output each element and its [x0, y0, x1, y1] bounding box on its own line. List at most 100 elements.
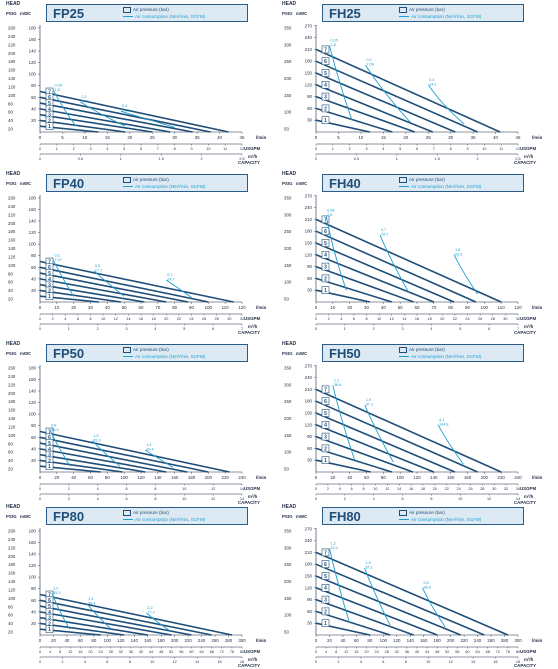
pressure-label-5: 5	[324, 241, 327, 247]
psig-tick-label: 60	[8, 613, 13, 618]
usgpm-tick-label: 18	[421, 487, 425, 491]
lmin-tick-label: 260	[211, 638, 219, 643]
m3h-unit-label: m³/h	[524, 657, 534, 662]
chart-svg: PSIG mWC260240220200180160140120100806040…	[6, 11, 267, 164]
usgpm-tick-label: 6	[77, 317, 79, 321]
pressure-label-7: 7	[48, 259, 51, 265]
mwc-tick-label: 60	[31, 598, 36, 603]
mwc-tick-label: 60	[307, 276, 312, 281]
usgpm-tick-label: 2	[349, 147, 351, 151]
lmin-tick-label: 0	[39, 135, 42, 140]
usgpm-tick-label: 16	[78, 650, 82, 654]
usgpm-tick-label: 52	[169, 650, 173, 654]
lmin-tick-label: 110	[498, 305, 506, 310]
usgpm-tick-label: 22	[177, 317, 181, 321]
pressure-box-6	[321, 397, 330, 405]
mwc-tick-label: 20	[31, 118, 36, 123]
lmin-tick-label: 100	[380, 638, 388, 643]
consumption-label-scfm: 7,06	[366, 63, 373, 67]
lmin-tick-label: 35	[195, 135, 200, 140]
usgpm-tick-label: 4	[64, 317, 66, 321]
lmin-tick-label: 50	[398, 305, 403, 310]
usgpm-tick-label: 2	[68, 487, 70, 491]
lmin-unit-label: l/min	[532, 305, 543, 310]
lmin-tick-label: 40	[347, 475, 352, 480]
lmin-tick-label: 220	[460, 638, 468, 643]
usgpm-tick-label: 4	[325, 650, 327, 654]
pressure-line-2	[315, 107, 393, 133]
lmin-unit-label: l/min	[256, 475, 267, 480]
consumption-label-nm3: 1,1	[334, 378, 339, 382]
mwc-tick-label: 120	[305, 252, 313, 257]
pressure-box-2	[321, 444, 330, 453]
psig-tick-label: 140	[8, 579, 16, 584]
lmin-tick-label: 180	[464, 475, 472, 480]
usgpm-tick-label: 12	[344, 650, 348, 654]
chart-header: FP80 Air pressure (bar) Air consumption (N…	[46, 507, 248, 525]
psig-axis-label: PSIG	[6, 181, 17, 186]
mwc-tick-label: 90	[307, 597, 312, 602]
pressure-label-1: 1	[48, 124, 51, 130]
legend-consumption-line	[399, 356, 409, 358]
pressure-box-3	[321, 595, 330, 604]
pressure-line-6	[39, 599, 212, 636]
pressure-label-6: 6	[324, 562, 327, 568]
chart-model-title: FP50	[53, 346, 85, 361]
consumption-label-nm3: 0,8	[51, 423, 56, 427]
lmin-tick-label: 220	[184, 638, 192, 643]
chart-header: FP40 Air pressure (bar) Air consumption (N…	[46, 174, 248, 192]
pressure-label-2: 2	[324, 609, 327, 615]
legend-consumption-line	[123, 519, 133, 521]
mwc-tick-label: 160	[29, 377, 37, 382]
mwc-tick-label: 100	[29, 575, 37, 580]
mwc-tick-label: 180	[305, 562, 313, 567]
usgpm-unit-label: USGPM	[244, 486, 260, 491]
lmin-tick-label: 110	[222, 305, 230, 310]
legend-consumption-text: Air consumption (Nm³/min, SCFM)	[135, 517, 206, 522]
psig-tick-label: 300	[284, 42, 292, 47]
usgpm-tick-label: 60	[189, 650, 193, 654]
m3h-tick-label: 16	[493, 660, 497, 664]
lmin-tick-label: 10	[54, 305, 59, 310]
m3h-tick-label: 6	[488, 327, 490, 331]
lmin-tick-label: 5	[61, 135, 64, 140]
pressure-label-3: 3	[48, 283, 51, 289]
lmin-tick-label: 280	[501, 638, 509, 643]
mwc-tick-label: 90	[307, 264, 312, 269]
psig-tick-label: 100	[284, 110, 292, 115]
pressure-label-1: 1	[324, 118, 327, 124]
pressure-label-2: 2	[48, 118, 51, 124]
lmin-tick-label: 25	[426, 135, 431, 140]
pressure-label-5: 5	[48, 271, 51, 277]
usgpm-unit-label: USGPM	[520, 316, 536, 321]
usgpm-tick-label: 8	[335, 650, 337, 654]
mwc-tick-label: 60	[31, 435, 36, 440]
chart-model-title: FP80	[53, 509, 85, 524]
lmin-tick-label: 100	[481, 305, 489, 310]
usgpm-tick-label: 20	[364, 650, 368, 654]
consumption-label-scfm: 35,3	[53, 591, 60, 595]
lmin-tick-label: 40	[493, 135, 498, 140]
pressure-line-5	[315, 72, 456, 133]
lmin-tick-label: 20	[127, 135, 132, 140]
chart-panel-fh40: FH40 Air pressure (bar) Air consumption (N…	[282, 171, 552, 334]
consumption-label-nm3: 0,2	[81, 95, 86, 99]
pressure-line-7	[315, 48, 501, 133]
m3h-tick-label: 16	[217, 660, 221, 664]
usgpm-tick-label: 3	[89, 147, 91, 151]
mwc-tick-label: 20	[31, 458, 36, 463]
psig-tick-label: 200	[8, 221, 16, 226]
usgpm-tick-label: 10	[373, 487, 377, 491]
psig-tick-label: 120	[8, 424, 16, 429]
pressure-label-3: 3	[48, 453, 51, 459]
psig-axis-label: PSIG	[282, 181, 293, 186]
psig-tick-label: 60	[8, 280, 13, 285]
pressure-box-5	[321, 572, 330, 580]
pressure-label-6: 6	[48, 265, 51, 271]
consumption-label-scfm: 14,1	[122, 109, 129, 113]
pressure-box-2	[321, 607, 330, 616]
lmin-tick-label: 20	[327, 638, 332, 643]
chart-panel-fp40: FP40 Air pressure (bar) Air consumption (N…	[6, 171, 276, 334]
psig-tick-label: 150	[284, 596, 292, 601]
